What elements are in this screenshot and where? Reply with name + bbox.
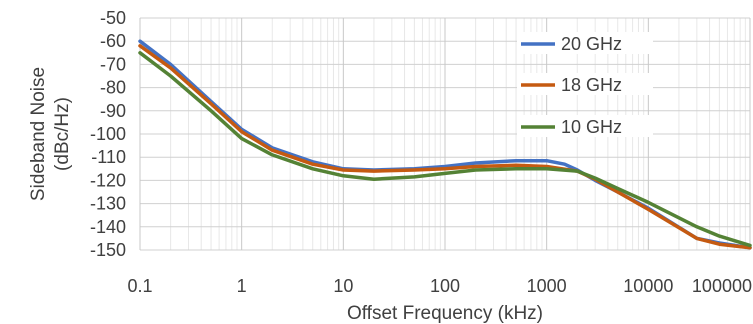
legend: 20 GHz 18 GHz 10 GHz [517,32,653,137]
series-lines [138,39,752,250]
legend-background [517,73,653,95]
series-line [138,44,752,250]
x-tick-label: 1000 [527,276,567,296]
plot-area [138,17,752,251]
legend-background [517,115,653,137]
legend-label: 10 GHz [561,117,622,137]
x-tick-label: 1 [237,276,247,296]
y-tick-label: -120 [90,170,126,190]
y-axis-title-line-2: (dBc/Hz) [52,97,73,171]
y-axis-tick-labels: -50 -60 -70 -80 -90 -100 -110 -120 -130 -140 -150 [90,8,126,260]
x-tick-label: 10000 [623,276,673,296]
x-tick-label: 10 [333,276,353,296]
legend-background [517,32,653,54]
y-tick-label: -140 [90,217,126,237]
x-tick-label: 100 [430,276,460,296]
y-tick-label: -150 [90,240,126,260]
x-tick-label: 100000 [692,276,752,296]
y-tick-label: -60 [100,31,126,51]
y-tick-label: -80 [100,78,126,98]
y-axis-title-line-1: Sideband Noise [28,67,49,201]
x-axis-tick-labels: 0.1 1 10 100 1000 10000 100000 [127,276,752,296]
y-tick-label: -110 [91,147,126,167]
legend-label: 18 GHz [561,75,622,95]
x-tick-label: 0.1 [127,276,152,296]
y-tick-label: -90 [100,101,126,121]
y-tick-label: -130 [90,194,126,214]
series-line [138,51,752,248]
legend-label: 20 GHz [561,34,622,54]
y-tick-label: -50 [100,8,126,28]
y-tick-label: -100 [90,124,126,144]
x-axis-title: Offset Frequency (kHz) [347,303,543,324]
y-tick-label: -70 [100,54,126,74]
